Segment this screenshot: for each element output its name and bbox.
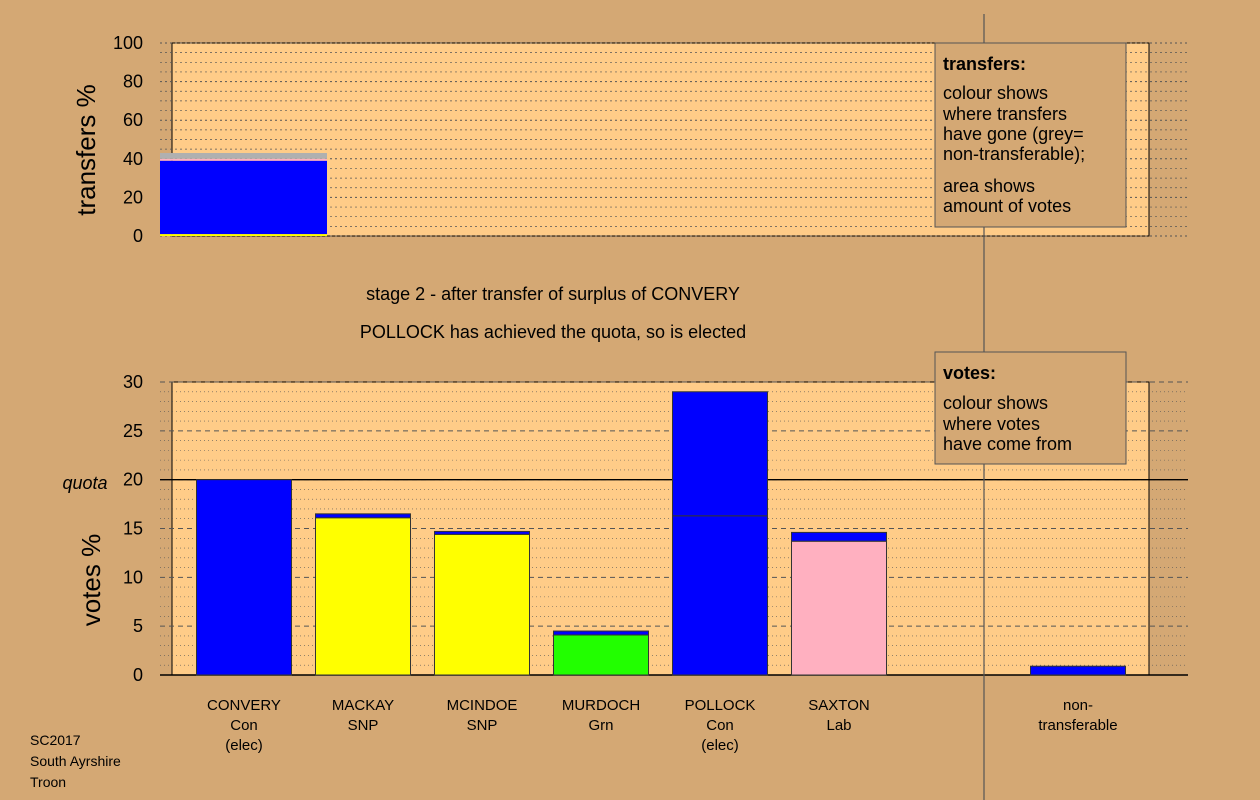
vote-segment: [315, 513, 411, 519]
votes-axis-title: votes %: [76, 534, 106, 627]
y-tick-label: 15: [123, 519, 143, 539]
vote-segment: [196, 479, 292, 676]
transfers-legend-line: where transfers: [942, 104, 1067, 124]
y-tick-label: 60: [123, 110, 143, 130]
y-tick-label: 0: [133, 665, 143, 685]
y-tick-label: 10: [123, 567, 143, 587]
vote-segment: [553, 630, 649, 636]
footer-line: South Ayrshire: [30, 753, 121, 769]
votes-legend-line: colour shows: [943, 393, 1048, 413]
transfers-legend-line: have gone (grey=: [943, 124, 1084, 144]
votes-legend-line: have come from: [943, 434, 1072, 454]
candidate-label: SNP: [467, 717, 498, 734]
candidate-label: Grn: [588, 717, 613, 734]
transfers-legend: transfers: colour shows where transfers …: [934, 42, 1127, 228]
candidate-label: Lab: [826, 717, 851, 734]
votes-bars: [196, 391, 1126, 676]
candidate-label: SNP: [348, 717, 379, 734]
elected-caption: POLLOCK has achieved the quota, so is el…: [360, 322, 746, 342]
stage-caption: stage 2 - after transfer of surplus of C…: [366, 284, 740, 304]
y-tick-label: 40: [123, 149, 143, 169]
y-tick-label: 100: [113, 33, 143, 53]
transfer-segment: [160, 158, 327, 161]
vote-segment: [434, 533, 530, 676]
y-tick-label: 80: [123, 72, 143, 92]
votes-legend-title: votes:: [943, 363, 996, 383]
votes-legend-line: where votes: [942, 414, 1040, 434]
candidate-label: Con: [706, 717, 734, 734]
votes-legend: votes: colour shows where votes have com…: [934, 351, 1127, 465]
vote-segment: [672, 515, 768, 676]
transfers-axis-title: transfers %: [71, 84, 101, 216]
transfers-legend-line: amount of votes: [943, 196, 1071, 216]
votes-panel: 0 5 10 15 20 25 30 CONVERY Con (elec) MACKAY SNP MC…: [62, 372, 1188, 754]
transfer-segment: [160, 234, 327, 236]
candidate-label: (elec): [701, 737, 739, 754]
y-tick-label: 30: [123, 372, 143, 392]
candidate-label: transferable: [1038, 717, 1117, 734]
transfers-legend-line: colour shows: [943, 83, 1048, 103]
y-tick-label: 20: [123, 187, 143, 207]
vote-segment: [553, 634, 649, 676]
votes-y-ticks: 0 5 10 15 20 25 30: [123, 372, 143, 685]
candidate-label: POLLOCK: [685, 697, 756, 714]
y-tick-label: 5: [133, 616, 143, 636]
vote-segment: [672, 391, 768, 517]
candidate-label: SAXTON: [808, 697, 869, 714]
candidate-label: (elec): [225, 737, 263, 754]
candidate-labels: CONVERY Con (elec) MACKAY SNP MCINDOE SNP MURDO…: [207, 697, 1118, 754]
candidate-label: Con: [230, 717, 258, 734]
y-tick-label: 20: [123, 470, 143, 490]
vote-segment: [434, 530, 530, 535]
transfer-segment: [160, 160, 327, 235]
vote-segment: [1030, 665, 1126, 676]
y-tick-label: 0: [133, 226, 143, 246]
vote-segment: [315, 517, 411, 676]
transfers-bars: [160, 153, 327, 236]
transfers-y-ticks: 0 20 40 60 80 100: [113, 33, 143, 246]
candidate-label: MACKAY: [332, 697, 394, 714]
vote-segment: [791, 531, 887, 542]
y-tick-label: 25: [123, 421, 143, 441]
quota-label: quota: [62, 473, 107, 493]
transfers-legend-line: area shows: [943, 176, 1035, 196]
candidate-label: non-: [1063, 697, 1093, 714]
footer-line: SC2017: [30, 732, 81, 748]
transfer-segment: [160, 153, 327, 159]
transfers-legend-line: non-transferable);: [943, 144, 1085, 164]
candidate-label: MURDOCH: [562, 697, 640, 714]
vote-segment: [791, 540, 887, 676]
candidate-label: MCINDOE: [447, 697, 518, 714]
candidate-label: CONVERY: [207, 697, 281, 714]
footer-line: Troon: [30, 774, 66, 790]
transfers-legend-title: transfers:: [943, 54, 1026, 74]
